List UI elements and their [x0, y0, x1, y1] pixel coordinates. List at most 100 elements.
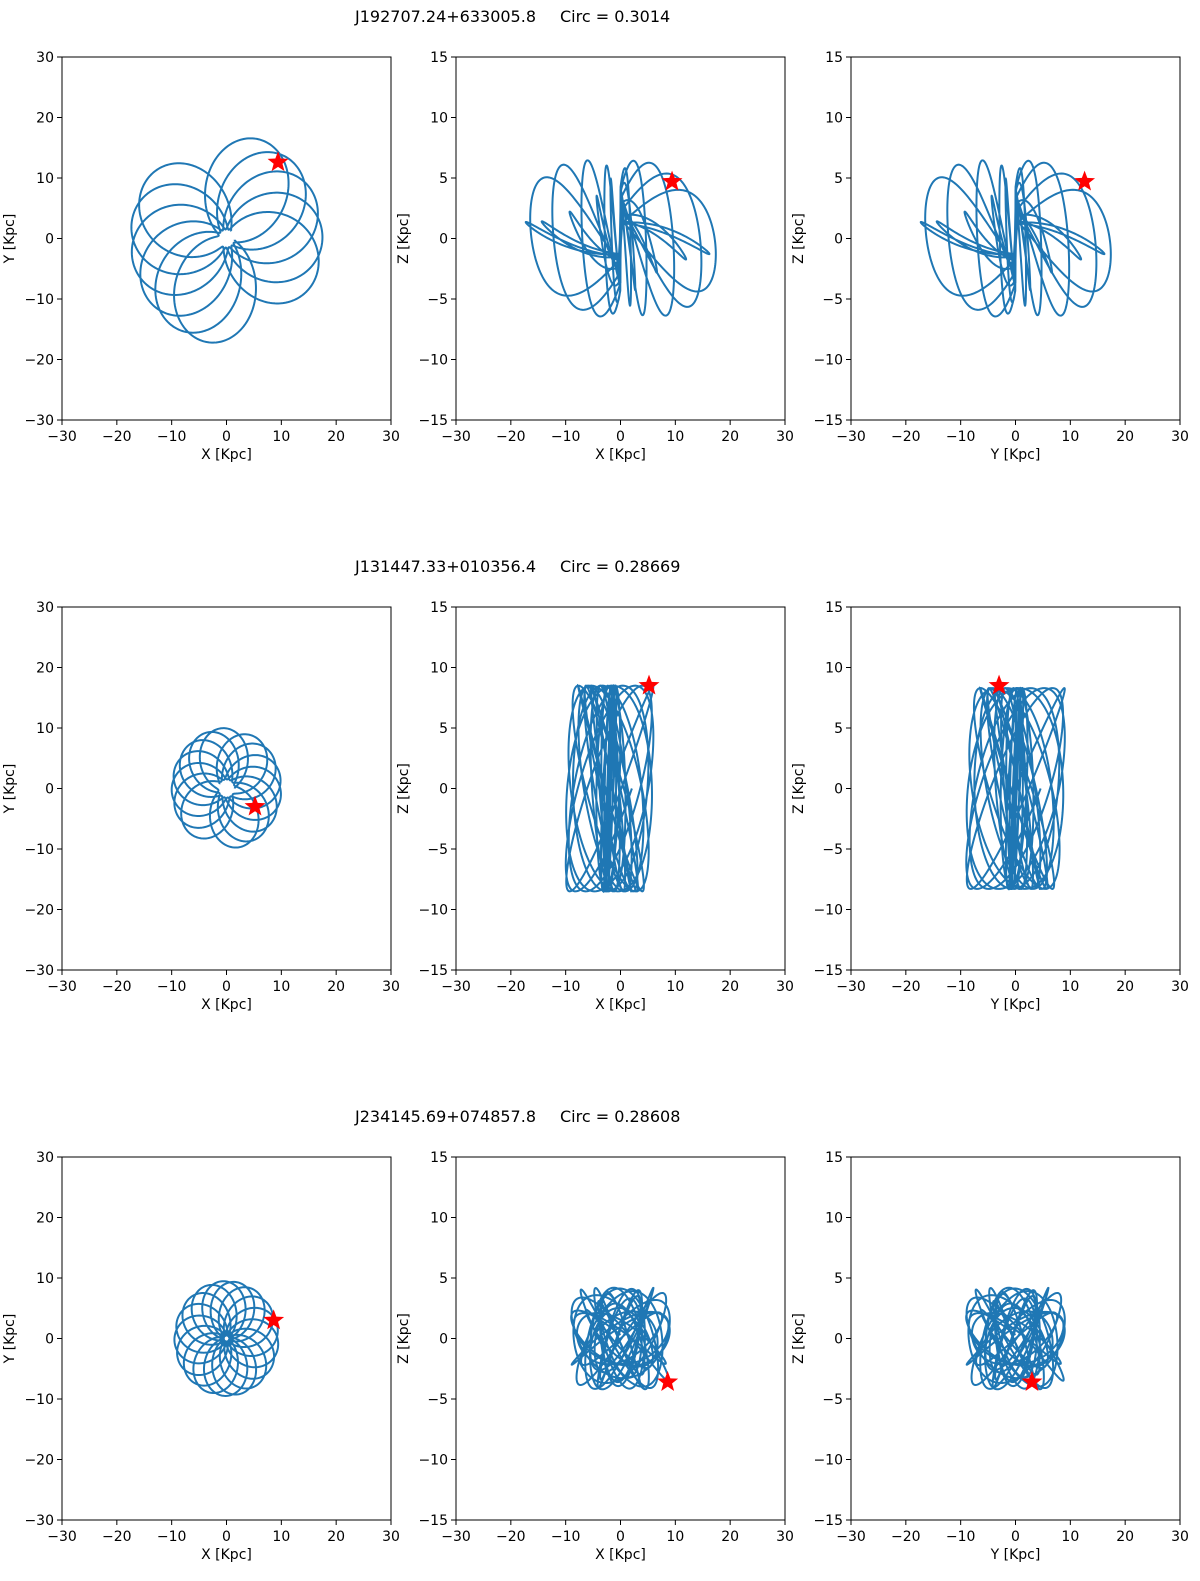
x-axis-label: X [Kpc]: [201, 1547, 252, 1563]
y-axis-label: Z [Kpc]: [791, 213, 807, 264]
x-tick-label: 0: [222, 979, 231, 995]
y-tick-label: 15: [430, 1150, 448, 1166]
y-tick-label: −10: [813, 353, 843, 369]
x-tick-label: −20: [496, 429, 526, 445]
x-axis-label: X [Kpc]: [595, 447, 646, 463]
x-tick-label: −10: [551, 979, 581, 995]
x-axis-label: Y [Kpc]: [990, 447, 1041, 463]
current-position-star-marker: [263, 1309, 285, 1330]
row-title-2: J234145.69+074857.8 Circ = 0.28608: [354, 1107, 680, 1126]
x-tick-label: −30: [836, 429, 866, 445]
y-tick-label: 15: [430, 50, 448, 66]
y-tick-label: 10: [36, 721, 54, 737]
y-axis-label: Z [Kpc]: [791, 1313, 807, 1364]
row-title-circ-2: Circ = 0.28608: [560, 1107, 680, 1126]
x-axis-label: X [Kpc]: [595, 1547, 646, 1563]
x-tick-label: −10: [946, 979, 976, 995]
y-tick-label: −5: [427, 1392, 448, 1408]
current-position-star-marker: [267, 151, 289, 172]
x-tick-label: 20: [1116, 1529, 1134, 1545]
y-tick-label: 0: [45, 232, 54, 248]
current-position-star-marker: [638, 674, 660, 695]
x-tick-label: −30: [47, 1529, 77, 1545]
orbit-line: [965, 686, 1066, 891]
orbit-line: [564, 683, 655, 894]
x-tick-label: 20: [721, 979, 739, 995]
orbit-line: [173, 1280, 280, 1397]
x-tick-label: −20: [891, 979, 921, 995]
y-tick-label: −5: [427, 292, 448, 308]
y-tick-label: 0: [834, 232, 843, 248]
axes-frame: [61, 56, 392, 421]
x-tick-label: −20: [102, 429, 132, 445]
x-tick-label: 10: [666, 979, 684, 995]
y-tick-label: −10: [418, 1453, 448, 1469]
x-tick-label: 0: [1011, 1529, 1020, 1545]
x-tick-label: 20: [327, 1529, 345, 1545]
x-tick-label: −30: [47, 979, 77, 995]
y-tick-label: 15: [825, 50, 843, 66]
y-axis-label: Y [Kpc]: [2, 214, 18, 265]
y-tick-label: −10: [24, 1392, 54, 1408]
x-tick-label: 20: [327, 429, 345, 445]
x-tick-label: −30: [836, 979, 866, 995]
x-tick-label: 0: [616, 979, 625, 995]
y-tick-label: −5: [822, 1392, 843, 1408]
y-tick-label: −20: [24, 903, 54, 919]
x-tick-label: 10: [666, 1529, 684, 1545]
panels: −30 −20 −10 0 10 20 30 −30 −20 −10 0 10 20 30 X [Kpc] Y…: [2, 50, 1189, 1563]
x-tick-label: 20: [721, 429, 739, 445]
y-tick-label: −20: [24, 353, 54, 369]
x-tick-label: 30: [776, 979, 794, 995]
x-tick-label: −20: [496, 1529, 526, 1545]
y-tick-label: 0: [834, 1332, 843, 1348]
orbit-line: [130, 137, 324, 344]
y-tick-label: 20: [36, 1211, 54, 1227]
panel-1-xz: −30 −20 −10 0 10 20 30 −15 −10 −5 0 5 10 15 X [Kpc] Z […: [396, 600, 794, 1013]
y-tick-label: −5: [822, 292, 843, 308]
y-tick-label: 10: [825, 661, 843, 677]
y-tick-label: −30: [24, 963, 54, 979]
axes-frame: [61, 1156, 392, 1521]
y-tick-label: −10: [24, 842, 54, 858]
x-tick-label: 30: [776, 429, 794, 445]
x-tick-label: 20: [327, 979, 345, 995]
y-tick-label: 30: [36, 1150, 54, 1166]
y-axis-label: Z [Kpc]: [396, 1313, 412, 1364]
y-tick-label: 10: [825, 111, 843, 127]
x-tick-label: 10: [1061, 1529, 1079, 1545]
current-position-star-marker: [661, 170, 683, 191]
axes-frame: [61, 606, 392, 971]
x-tick-label: −20: [496, 979, 526, 995]
y-tick-label: 10: [36, 171, 54, 187]
y-tick-label: 5: [439, 171, 448, 187]
y-tick-label: 5: [834, 171, 843, 187]
x-tick-label: 0: [222, 1529, 231, 1545]
y-tick-label: 0: [439, 232, 448, 248]
panel-1-xy: −30 −20 −10 0 10 20 30 −30 −20 −10 0 10 20 30 X [Kpc] Y…: [2, 600, 400, 1013]
y-tick-label: −15: [418, 963, 448, 979]
x-tick-label: −20: [102, 1529, 132, 1545]
y-tick-label: −20: [24, 1453, 54, 1469]
y-tick-label: 0: [834, 782, 843, 798]
x-tick-label: 0: [616, 429, 625, 445]
x-axis-label: X [Kpc]: [201, 997, 252, 1013]
y-tick-label: 0: [439, 782, 448, 798]
y-tick-label: −15: [418, 1513, 448, 1529]
panel-0-yz: −30 −20 −10 0 10 20 30 −15 −10 −5 0 5 10 15 Y [Kpc] Z […: [791, 50, 1189, 463]
orbit-line: [170, 727, 282, 849]
x-tick-label: 20: [1116, 429, 1134, 445]
row-title-circ-0: Circ = 0.3014: [560, 7, 670, 26]
x-tick-label: 30: [1171, 1529, 1189, 1545]
x-tick-label: −10: [946, 429, 976, 445]
x-tick-label: 10: [1061, 979, 1079, 995]
x-tick-label: −10: [551, 1529, 581, 1545]
y-tick-label: 0: [45, 1332, 54, 1348]
x-tick-label: 10: [272, 979, 290, 995]
y-axis-label: Z [Kpc]: [396, 213, 412, 264]
x-tick-label: −20: [891, 429, 921, 445]
y-tick-label: 10: [825, 1211, 843, 1227]
panel-2-xy: −30 −20 −10 0 10 20 30 −30 −20 −10 0 10 20 30 X [Kpc] Y…: [2, 1150, 400, 1563]
y-tick-label: −10: [418, 353, 448, 369]
x-tick-label: 30: [382, 979, 400, 995]
